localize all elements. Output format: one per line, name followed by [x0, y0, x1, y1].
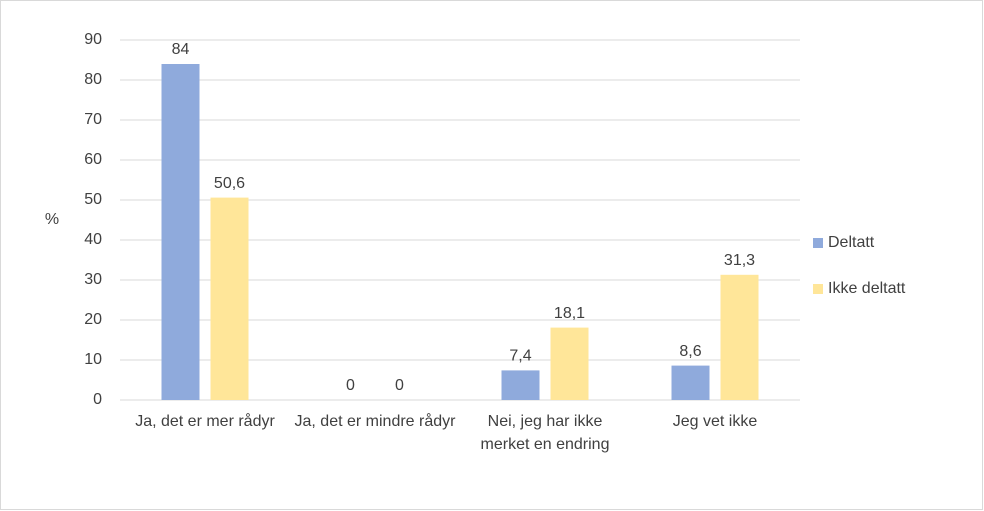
data-label: 31,3 [724, 252, 755, 269]
legend-label: Deltatt [828, 234, 875, 251]
bar [210, 197, 249, 400]
y-tick-label: 30 [84, 271, 102, 288]
bar [501, 370, 540, 400]
bar [161, 64, 200, 400]
y-tick-label: 10 [84, 351, 102, 368]
data-label: 0 [346, 377, 355, 394]
x-tick-label: Nei, jeg har ikke merket en endring [481, 413, 610, 453]
data-label: 7,4 [509, 348, 531, 365]
y-tick-label: 80 [84, 71, 102, 88]
data-label: 8,6 [679, 343, 701, 360]
data-label: 18,1 [554, 305, 585, 322]
y-tick-label: 90 [84, 31, 102, 48]
legend-swatch [813, 238, 823, 248]
bar [550, 327, 589, 400]
bar [720, 274, 759, 400]
legend-swatch [813, 284, 823, 294]
x-tick-label: Jeg vet ikke [673, 413, 758, 430]
y-tick-label: 0 [93, 391, 102, 408]
y-tick-label: 70 [84, 111, 102, 128]
y-tick-label: 50 [84, 191, 102, 208]
y-tick-label: 40 [84, 231, 102, 248]
y-tick-label: 60 [84, 151, 102, 168]
bar [671, 365, 710, 400]
x-tick-label: Ja, det er mindre rådyr [295, 412, 457, 430]
data-label: 0 [395, 377, 404, 394]
legend-label: Ikke deltatt [828, 280, 906, 297]
data-label: 50,6 [214, 175, 245, 192]
y-axis-label: % [45, 211, 59, 228]
y-tick-label: 20 [84, 311, 102, 328]
x-tick-label: Ja, det er mer rådyr [135, 412, 275, 430]
data-label: 84 [172, 41, 190, 58]
